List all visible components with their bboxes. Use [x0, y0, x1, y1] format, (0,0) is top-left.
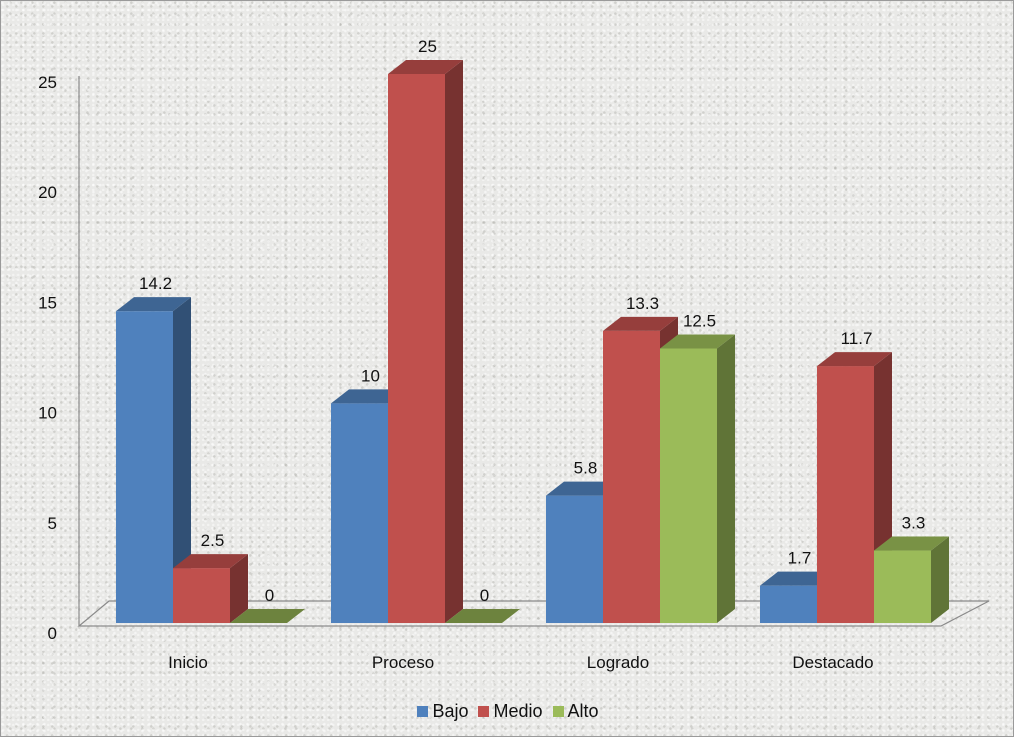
bar-top [116, 297, 191, 312]
data-label: 0 [265, 586, 274, 605]
bar-top [546, 481, 621, 496]
bar-front [388, 74, 445, 623]
bar-top [760, 571, 835, 586]
y-tick-label: 5 [48, 514, 57, 533]
bar-side [445, 60, 463, 623]
legend-item-bajo: Bajo [417, 701, 468, 722]
bar-front [116, 311, 173, 623]
bar-front [603, 330, 660, 623]
bar-medio [388, 60, 463, 623]
bar-front [173, 568, 230, 623]
bar-alto [445, 609, 520, 623]
data-label: 13.3 [626, 294, 659, 313]
data-label: 2.5 [201, 531, 225, 550]
bar-top [173, 554, 248, 569]
x-category-label: Logrado [587, 653, 649, 672]
legend-item-medio: Medio [478, 701, 543, 722]
bar-top [817, 352, 892, 367]
floor-plane [77, 600, 990, 627]
data-label: 12.5 [683, 312, 716, 331]
data-label: 3.3 [902, 514, 926, 533]
bar-front [874, 550, 931, 623]
data-label: 1.7 [788, 549, 812, 568]
bar-side [931, 536, 949, 623]
y-tick-label: 20 [38, 183, 57, 202]
bar-top [388, 60, 463, 74]
bar-top [331, 389, 406, 404]
bar-bajo [116, 297, 191, 623]
legend-item-alto: Alto [552, 701, 599, 722]
bar-front [546, 495, 603, 623]
bar-top [603, 316, 678, 331]
x-category-label: Destacado [792, 653, 873, 672]
legend-label: Bajo [432, 701, 469, 721]
bar-medio [173, 554, 248, 623]
legend-swatch [417, 706, 429, 717]
bar-top [445, 609, 520, 623]
legend: Bajo Medio Alto [1, 701, 1014, 722]
bar-side [717, 334, 735, 623]
y-tick-label: 25 [38, 73, 57, 92]
bar-top [874, 536, 949, 551]
bar-top [660, 334, 735, 349]
bar-alto [230, 609, 305, 623]
bar-top [230, 609, 305, 623]
legend-swatch [552, 706, 564, 717]
axes: 0 5 10 15 20 25 Inicio Proceso Logrado Destacado [38, 73, 990, 672]
bar-front [760, 585, 817, 623]
data-label: 5.8 [574, 459, 598, 478]
data-label: 11.7 [841, 329, 873, 348]
data-label: 14.2 [139, 274, 172, 293]
bars [116, 60, 949, 623]
bar-alto [660, 334, 735, 623]
bar-alto [874, 536, 949, 623]
bar-side [173, 297, 191, 623]
labels: 14.2 2.5 0 10 25 0 5.8 13.3 12.5 1.7 11.7 3.3 [139, 37, 925, 605]
legend-swatch [478, 706, 490, 717]
bar-front [817, 366, 874, 623]
data-label: 0 [480, 586, 489, 605]
legend-label: Alto [567, 701, 599, 721]
data-label: 10 [361, 366, 380, 385]
bar-front [660, 348, 717, 623]
x-category-label: Proceso [372, 653, 434, 672]
y-tick-label: 15 [38, 293, 57, 312]
data-label: 25 [418, 37, 437, 56]
bar-front [331, 403, 388, 623]
y-tick-label: 10 [38, 404, 57, 423]
bar-side [230, 554, 248, 623]
legend-label: Medio [493, 701, 543, 721]
x-category-label: Inicio [168, 653, 208, 672]
y-tick-label: 0 [48, 624, 57, 643]
